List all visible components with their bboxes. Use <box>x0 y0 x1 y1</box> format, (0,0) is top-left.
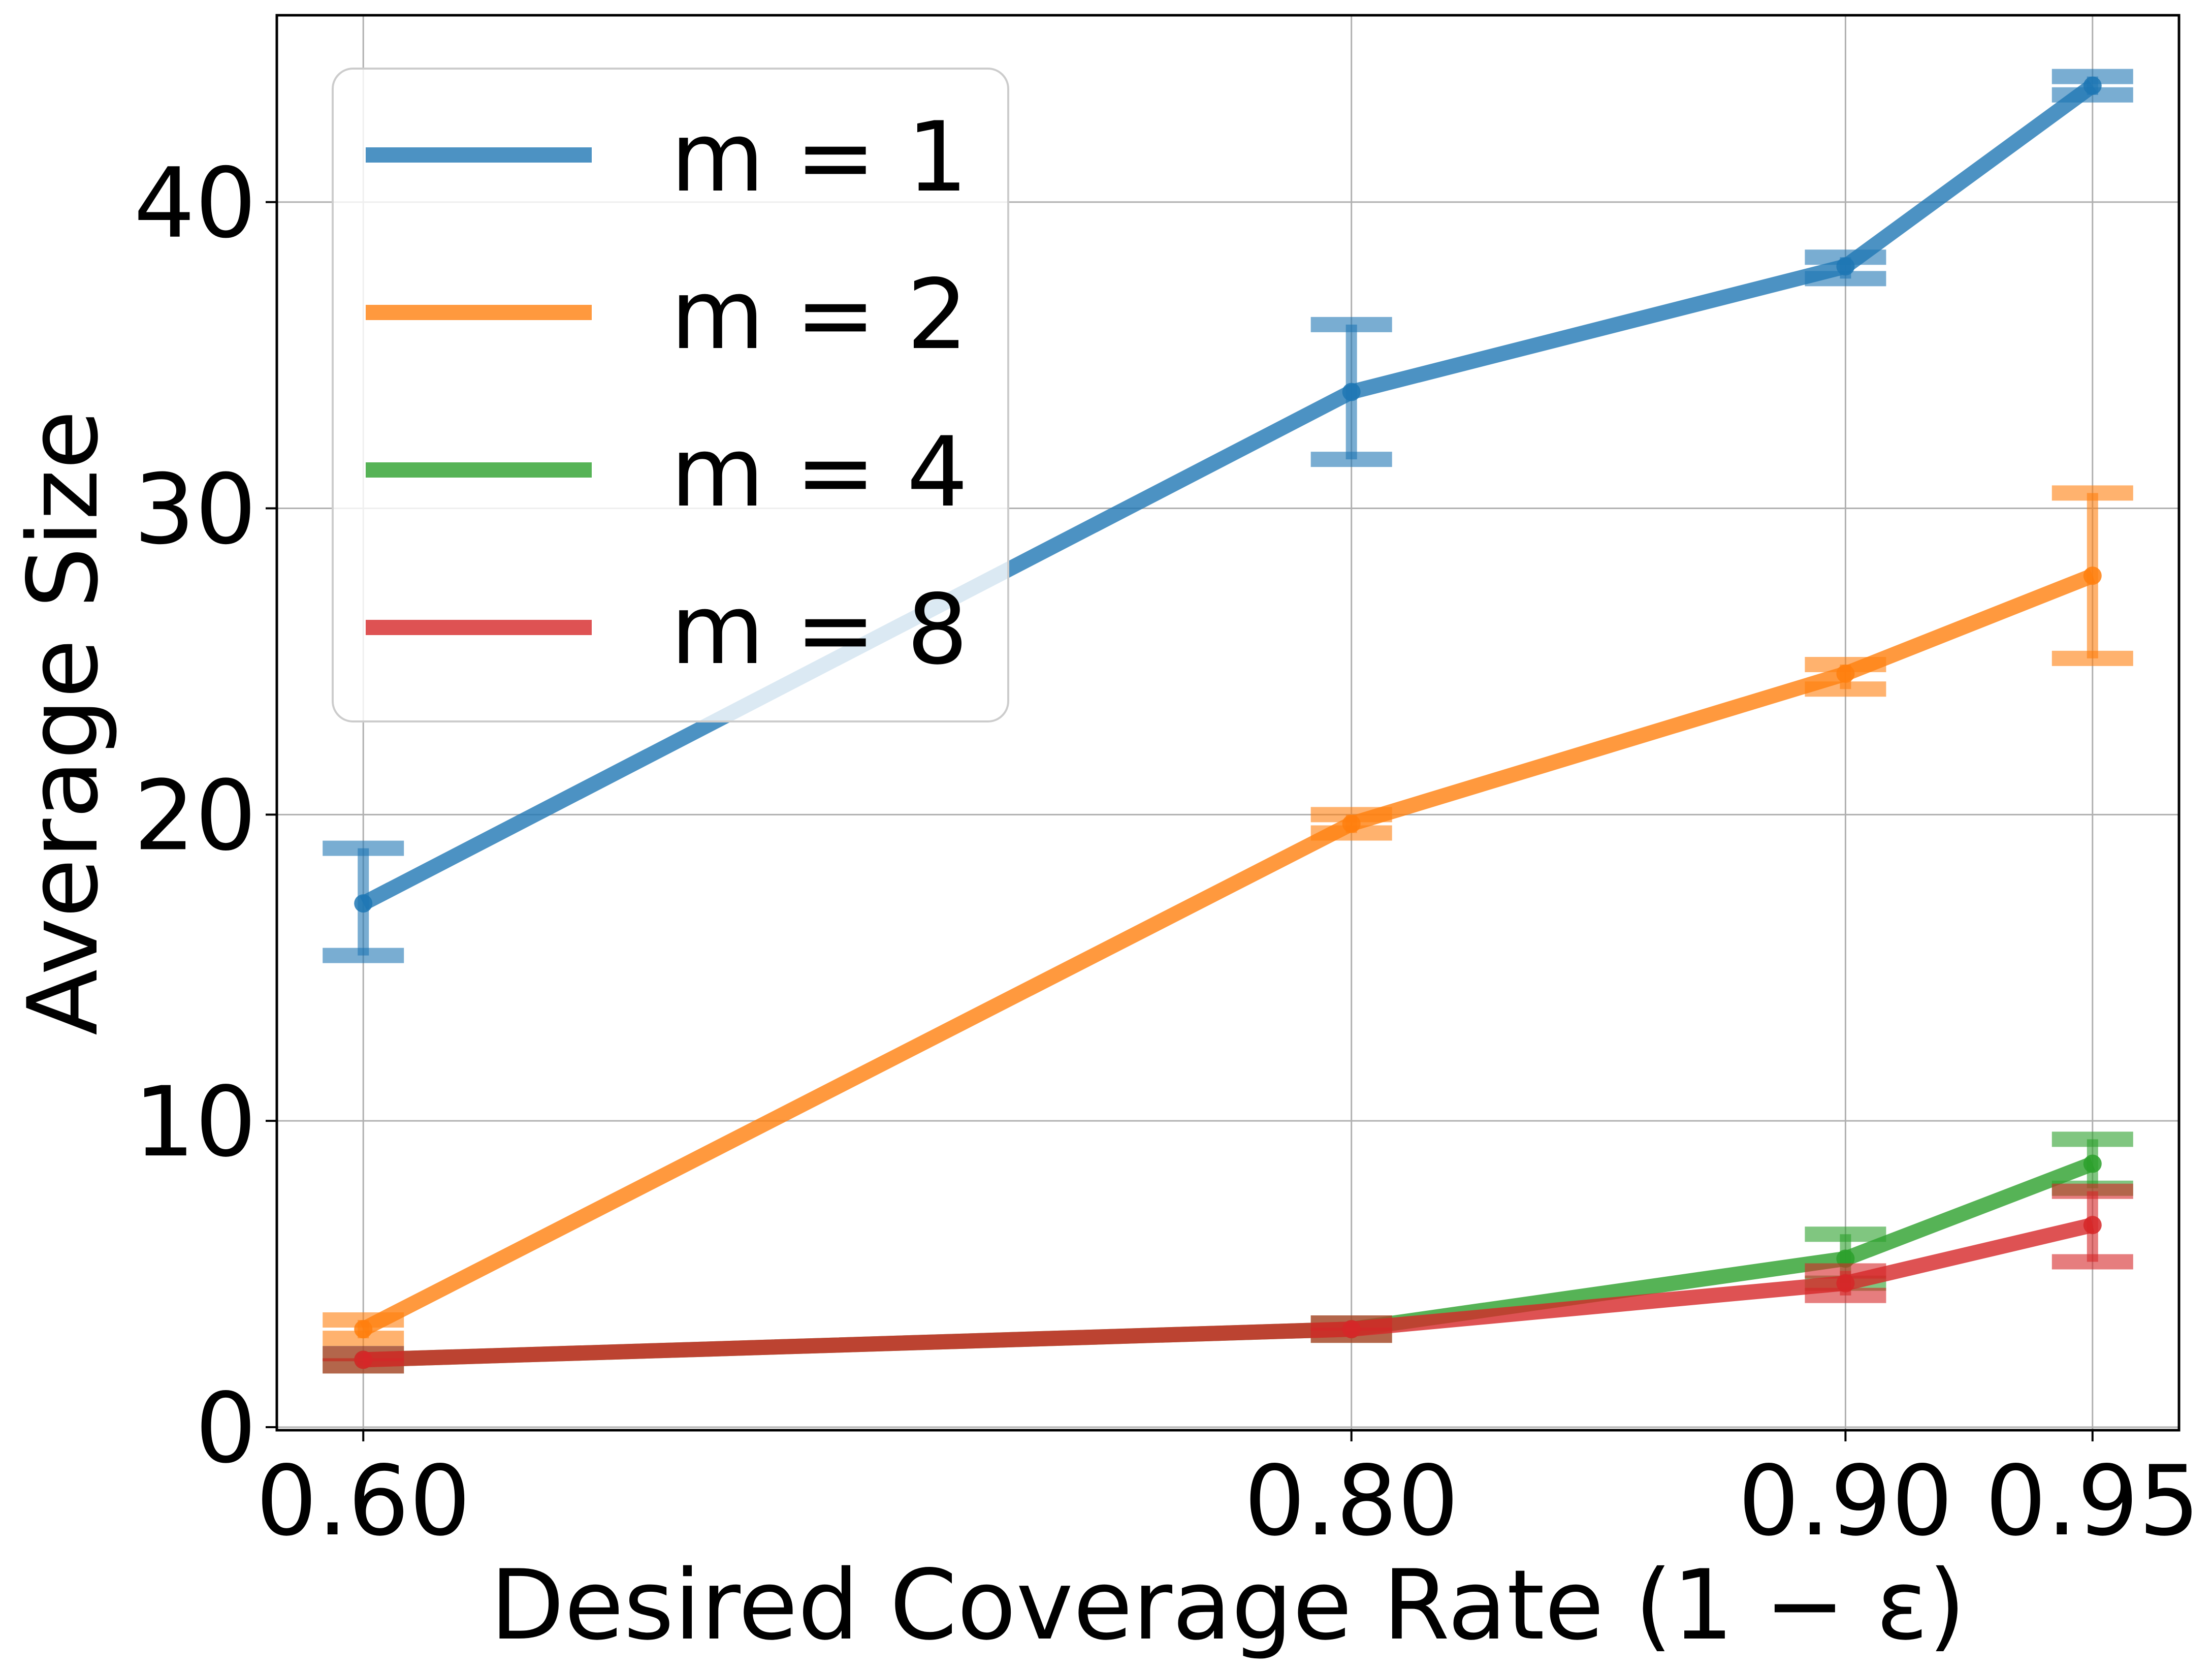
series-line <box>363 1217 2095 1368</box>
data-point <box>2083 76 2102 95</box>
legend-box <box>332 68 1009 722</box>
data-point <box>1342 814 1361 833</box>
data-point <box>354 894 373 913</box>
y-tick-label: 0 <box>195 1372 257 1485</box>
legend-label: m = 4 <box>670 416 968 528</box>
series-line <box>360 569 2096 1336</box>
data-point <box>1836 1274 1855 1293</box>
y-tick-label: 10 <box>134 1066 257 1178</box>
data-point <box>1836 665 1855 683</box>
data-point <box>1342 1320 1361 1339</box>
series-layer <box>323 69 2133 1374</box>
legend-label: m = 8 <box>670 574 968 686</box>
x-axis-label: Desired Coverage Rate (1 − ε) <box>490 1549 1966 1661</box>
data-point <box>2083 566 2102 585</box>
data-point <box>2083 1154 2102 1173</box>
y-tick-label: 40 <box>134 147 257 260</box>
axis-ticks: 0.60 0.80 0.90 0.95 0 10 20 30 40 <box>134 147 2200 1557</box>
series-2 <box>323 485 2133 1346</box>
series-4 <box>323 1183 2133 1374</box>
x-tick-label: 0.95 <box>1985 1445 2200 1557</box>
data-point <box>1836 1249 1855 1268</box>
plot-frame <box>275 14 2181 1432</box>
data-point <box>354 1320 373 1339</box>
legend-label: m = 2 <box>670 259 968 371</box>
x-tick-label: 0.60 <box>256 1445 471 1557</box>
data-point <box>1836 257 1855 276</box>
x-tick-label: 0.80 <box>1244 1445 1459 1557</box>
data-point <box>354 1350 373 1369</box>
y-axis-label: Average Size <box>7 410 119 1035</box>
y-tick-label: 20 <box>134 760 257 872</box>
y-tick-label: 30 <box>134 454 257 566</box>
data-point <box>2083 1216 2102 1235</box>
data-point <box>1342 383 1361 401</box>
x-tick-label: 0.90 <box>1738 1445 1953 1557</box>
legend: m = 1 m = 2 m = 4 m = 8 <box>332 68 1009 722</box>
legend-label: m = 1 <box>670 101 968 213</box>
